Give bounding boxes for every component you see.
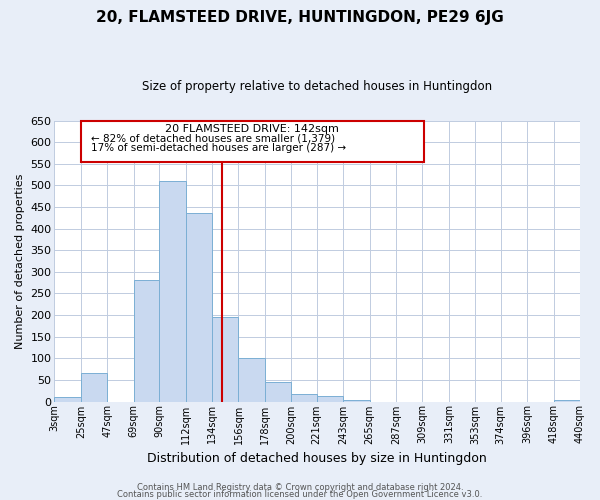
Bar — [265, 382, 292, 402]
Bar — [185, 214, 212, 402]
Bar — [317, 396, 343, 402]
X-axis label: Distribution of detached houses by size in Huntingdon: Distribution of detached houses by size … — [148, 452, 487, 465]
Bar — [212, 317, 238, 402]
Text: 17% of semi-detached houses are larger (287) →: 17% of semi-detached houses are larger (… — [91, 143, 346, 153]
Bar — [554, 400, 580, 402]
Title: Size of property relative to detached houses in Huntingdon: Size of property relative to detached ho… — [142, 80, 492, 93]
Bar — [292, 394, 317, 402]
Bar — [134, 280, 159, 402]
Text: 20, FLAMSTEED DRIVE, HUNTINGDON, PE29 6JG: 20, FLAMSTEED DRIVE, HUNTINGDON, PE29 6J… — [96, 10, 504, 25]
Bar — [159, 181, 185, 402]
Y-axis label: Number of detached properties: Number of detached properties — [15, 174, 25, 348]
Text: Contains HM Land Registry data © Crown copyright and database right 2024.: Contains HM Land Registry data © Crown c… — [137, 484, 463, 492]
Text: 20 FLAMSTEED DRIVE: 142sqm: 20 FLAMSTEED DRIVE: 142sqm — [166, 124, 339, 134]
FancyBboxPatch shape — [81, 120, 424, 162]
Text: ← 82% of detached houses are smaller (1,379): ← 82% of detached houses are smaller (1,… — [91, 134, 335, 143]
Bar — [81, 374, 107, 402]
Bar — [55, 397, 81, 402]
Bar — [343, 400, 370, 402]
Text: Contains public sector information licensed under the Open Government Licence v3: Contains public sector information licen… — [118, 490, 482, 499]
Bar — [238, 358, 265, 402]
